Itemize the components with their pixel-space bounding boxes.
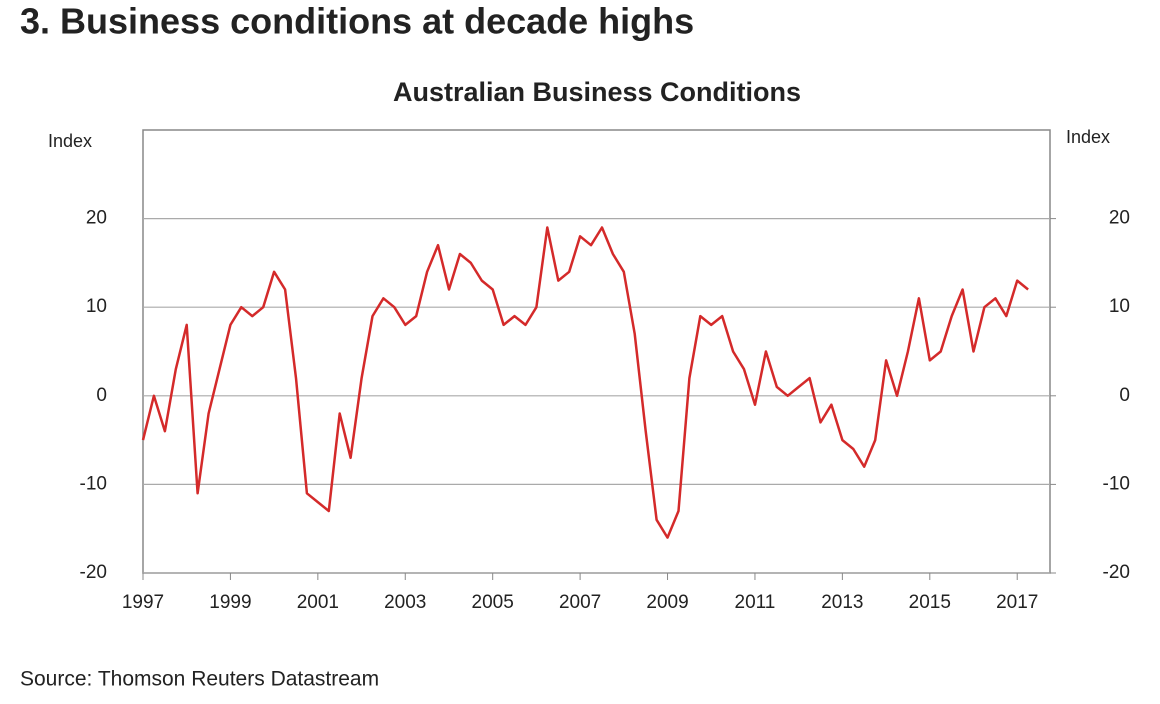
x-tick-label: 2013 xyxy=(821,592,863,613)
y2-tick-label: 0 xyxy=(1119,385,1130,406)
x-tick-label: 2011 xyxy=(735,592,776,613)
y2-tick-label: 10 xyxy=(1109,296,1130,317)
x-tick-label: 2007 xyxy=(559,592,601,613)
chart-title: Australian Business Conditions xyxy=(393,77,801,107)
x-tick-label: 2009 xyxy=(646,592,688,613)
y-tick-label: 0 xyxy=(96,385,107,406)
x-tick-label: 2015 xyxy=(909,592,951,613)
y-tick-label: -10 xyxy=(80,473,107,494)
y2-tick-label: -10 xyxy=(1103,473,1130,494)
page-title: 3. Business conditions at decade highs xyxy=(20,1,694,42)
x-tick-label: 2017 xyxy=(996,592,1038,613)
x-tick-label: 1997 xyxy=(122,592,164,613)
y-tick-label: 20 xyxy=(86,208,107,229)
plot-frame xyxy=(142,129,1051,574)
y-tick-label: 10 xyxy=(86,296,107,317)
y-axis-label: Index xyxy=(48,131,92,151)
y-tick-label: -20 xyxy=(80,562,107,583)
y2-axis-label: Index xyxy=(1066,127,1110,147)
source: Source: Thomson Reuters Datastream xyxy=(20,668,379,691)
x-tick-label: 2001 xyxy=(297,592,339,613)
y2-tick-label: 20 xyxy=(1109,208,1130,229)
series-line xyxy=(141,226,1029,539)
x-tick-label: 2005 xyxy=(472,592,514,613)
x-tick-label: 2003 xyxy=(384,592,426,613)
y2-tick-label: -20 xyxy=(1103,562,1130,583)
x-tick-label: 1999 xyxy=(209,592,251,613)
